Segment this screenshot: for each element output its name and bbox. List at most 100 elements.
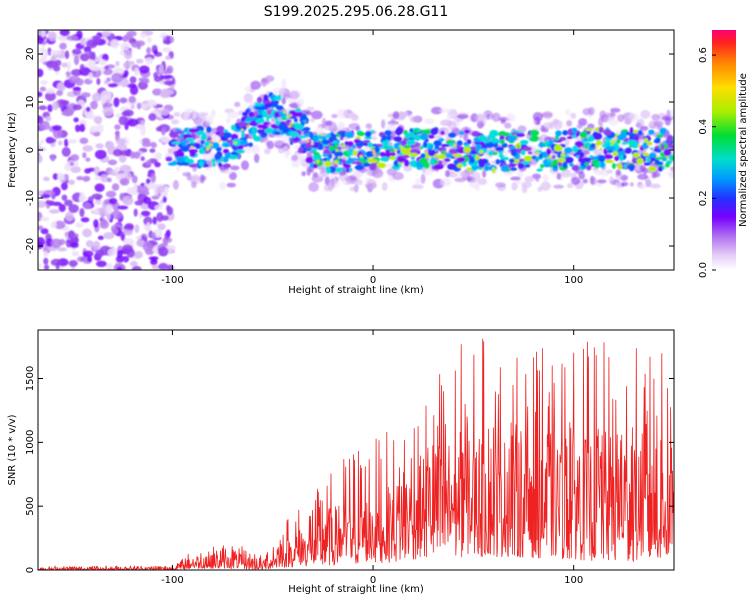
spectrogram-hotspot — [218, 139, 222, 143]
spectrogram-hotspot — [204, 141, 208, 145]
spectrogram-cell — [541, 112, 553, 118]
spectrogram-cell — [276, 94, 282, 101]
spectrogram-cell — [85, 114, 97, 120]
spectrogram-hotspot — [310, 142, 315, 146]
spectrogram-cell — [449, 142, 454, 147]
spectrogram-cell — [355, 126, 361, 132]
spectrogram-cell — [68, 204, 79, 213]
spectrogram-cell — [288, 102, 300, 109]
spectrogram-cell — [312, 148, 317, 153]
spectrogram-cell — [136, 42, 142, 50]
spectrogram-cell — [365, 123, 373, 129]
spectrogram-cell — [275, 105, 284, 111]
spectrogram-cell — [608, 119, 619, 126]
spectrogram-cell — [143, 216, 153, 226]
spectrogram-cell — [617, 114, 625, 123]
spectrogram-cell — [156, 212, 164, 222]
spectrogram-cell — [364, 136, 373, 140]
colorbar-tick-label: 0.0 — [698, 262, 709, 278]
spectrogram-cell — [297, 135, 308, 139]
spectrogram-cell — [520, 150, 526, 156]
spectrogram-cell — [140, 156, 145, 162]
spectrogram-cell — [119, 178, 130, 186]
spectrogram-cell — [218, 162, 223, 168]
spectrogram-cell — [79, 137, 89, 145]
spectrogram-cell — [239, 139, 246, 146]
spectrogram-cell — [390, 118, 396, 125]
spectrogram-cell — [463, 146, 471, 154]
spectrogram-cell — [89, 125, 98, 133]
spectrogram-cell — [223, 169, 233, 175]
spectrogram-cell — [670, 144, 674, 150]
spectrogram-cell — [50, 258, 63, 267]
spectrogram-cell — [169, 131, 179, 138]
spectrogram-cell — [381, 181, 388, 192]
chart-title: S199.2025.295.06.28.G11 — [264, 4, 449, 20]
spectrogram-cell — [623, 117, 633, 125]
spectrogram-cell — [304, 132, 311, 136]
spectrogram-cell — [102, 102, 113, 108]
spectrogram-cell — [612, 151, 619, 157]
spectrogram-cell — [495, 159, 500, 165]
spectrogram-cell — [131, 175, 138, 184]
spectrogram-cell — [335, 167, 343, 173]
spectrogram-cell — [57, 140, 63, 146]
spectrogram-cell — [108, 197, 118, 205]
spectrogram-cell — [154, 152, 162, 160]
spectrogram-cell — [589, 155, 594, 159]
spectrogram-cell — [340, 130, 346, 139]
spectrogram-cell — [603, 140, 612, 147]
spectrogram-cell — [371, 143, 379, 148]
spectrogram-cell — [420, 173, 426, 184]
spectrogram-cell — [325, 133, 331, 139]
spectrogram-hotspot — [393, 148, 398, 152]
spectrogram-hotspot — [516, 145, 521, 148]
spectrogram-cell — [569, 162, 574, 167]
spectrogram-cell — [171, 141, 181, 145]
spectrogram-cell — [80, 92, 91, 98]
spectrogram-cell — [364, 130, 372, 138]
spectrogram-cell — [60, 182, 68, 191]
spectrogram-cell — [371, 136, 377, 141]
spectrogram-cell — [241, 132, 245, 138]
spectrogram-cell — [142, 242, 154, 252]
spectrogram-x-tick-label: 100 — [564, 275, 583, 286]
spectrogram-cell — [152, 88, 163, 96]
spectrogram-cell — [282, 93, 291, 99]
spectrogram-cell — [158, 246, 169, 257]
spectrogram-cell — [517, 163, 525, 169]
spectrogram-hotspot — [337, 156, 341, 159]
spectrogram-cell — [142, 196, 152, 205]
spectrogram-hotspot — [371, 149, 376, 153]
spectrogram-cell — [561, 169, 572, 178]
spectrogram-cell — [439, 108, 452, 113]
spectrogram-cell — [273, 97, 279, 101]
spectrogram-cell — [524, 176, 535, 183]
spectrogram-cell — [384, 129, 392, 136]
spectrogram-cell — [670, 166, 674, 172]
spectrogram-cell — [79, 207, 85, 218]
spectrogram-cell — [637, 173, 649, 180]
spectrogram-cell — [312, 151, 320, 156]
spectrogram-cell — [181, 139, 187, 147]
spectrogram-cell — [625, 147, 632, 154]
spectrogram-cell — [564, 156, 574, 164]
spectrogram-cell — [38, 262, 42, 269]
spectrogram-cell — [96, 124, 104, 134]
spectrogram-hotspot — [207, 145, 211, 149]
spectrogram-cell — [509, 146, 516, 150]
spectrogram-cell — [353, 138, 361, 144]
spectrogram-cell — [54, 220, 66, 230]
spectrogram-cell — [500, 165, 509, 172]
spectrogram-cell — [489, 129, 499, 138]
spectrogram-cell — [470, 151, 478, 155]
spectrogram-cell — [447, 120, 457, 130]
spectrogram-cell — [546, 158, 552, 163]
spectrogram-cell — [43, 264, 50, 270]
spectrogram-cell — [529, 129, 540, 137]
spectrogram-cell — [477, 178, 488, 185]
spectrogram-cell — [47, 47, 52, 56]
spectrogram-cell — [61, 194, 68, 201]
spectrogram-cell — [111, 72, 123, 83]
